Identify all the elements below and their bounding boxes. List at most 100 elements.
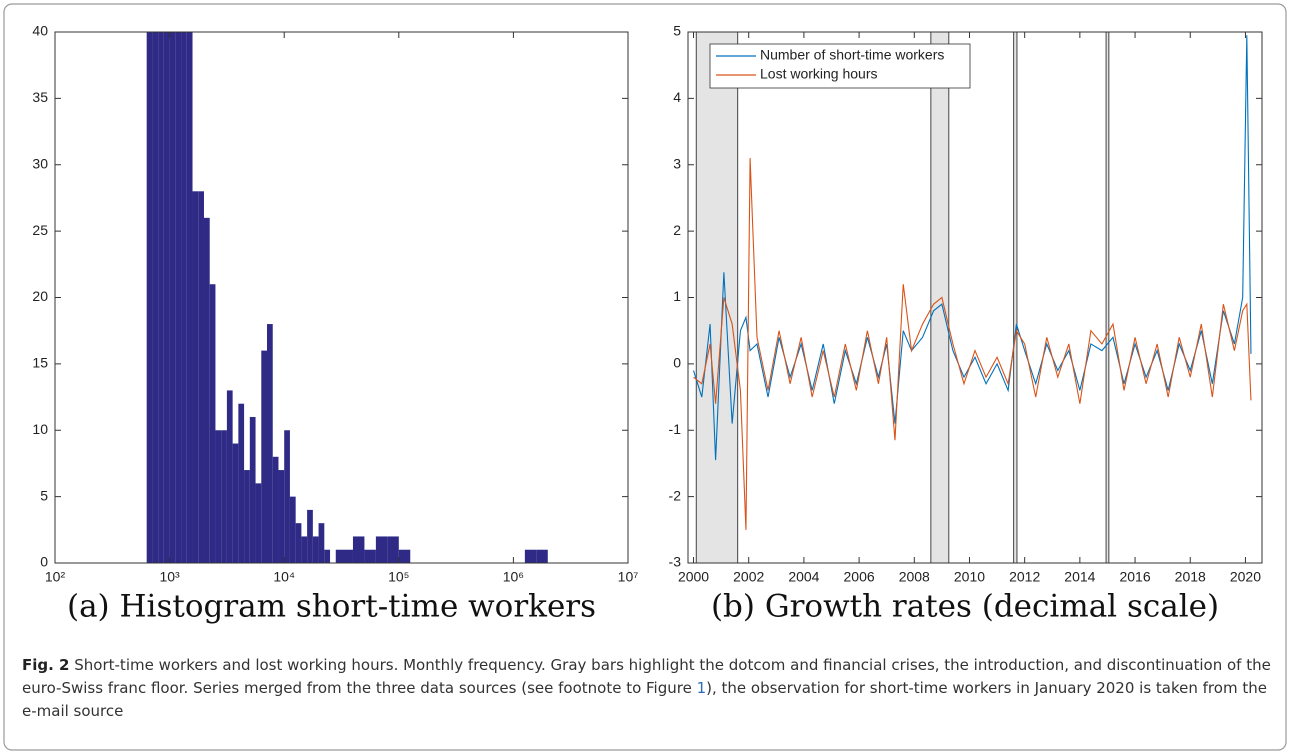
x-tick-label: 2002 bbox=[733, 569, 764, 585]
histogram-bar bbox=[375, 536, 388, 563]
x-tick-label: 10² bbox=[45, 569, 66, 585]
histogram-bar bbox=[192, 191, 199, 563]
shaded-region bbox=[930, 32, 950, 563]
y-tick-label: 25 bbox=[32, 222, 48, 238]
y-tick-label: 40 bbox=[32, 23, 48, 39]
x-tick-label: 2008 bbox=[899, 569, 930, 585]
axes-box bbox=[54, 31, 629, 564]
x-tick-label: 10⁷ bbox=[618, 569, 639, 585]
figure-caption: Fig. 2 Short-time workers and lost worki… bbox=[22, 654, 1272, 723]
x-tick-label: 10⁵ bbox=[388, 569, 409, 585]
x-tick-label: 10⁶ bbox=[503, 569, 524, 585]
y-tick-label: 4 bbox=[673, 89, 681, 105]
histogram-bar bbox=[163, 32, 170, 563]
x-tick-label: 10³ bbox=[159, 569, 180, 585]
x-tick-label: 2016 bbox=[1119, 569, 1150, 585]
histogram-bar bbox=[209, 284, 216, 563]
histogram-bar bbox=[324, 549, 331, 563]
histogram-bar bbox=[307, 509, 313, 563]
histogram-bar bbox=[261, 350, 268, 563]
subcaption: (b) Growth rates (decimal scale) bbox=[711, 589, 1219, 625]
histogram-bar bbox=[215, 430, 222, 563]
histogram-bar bbox=[238, 403, 245, 563]
x-tick-label: 2006 bbox=[844, 569, 875, 585]
histogram-bar bbox=[387, 536, 399, 563]
histogram-bar bbox=[146, 32, 153, 563]
series-line bbox=[693, 158, 1252, 530]
series-line bbox=[692, 35, 1252, 461]
y-tick-label: 5 bbox=[673, 23, 681, 39]
histogram-bar bbox=[335, 549, 342, 563]
histogram-bar bbox=[255, 483, 262, 563]
y-tick-label: 5 bbox=[40, 487, 48, 503]
y-tick-label: 0 bbox=[673, 355, 681, 371]
y-tick-label: 1 bbox=[673, 288, 681, 304]
histogram-bar bbox=[318, 523, 325, 563]
chart: 10² 10³ 10⁴ 10⁵ 10⁶ 10⁷ 0 5 10 15 20 25 30 35 40 (a) Hi… bbox=[32, 23, 639, 625]
x-tick-label: 2004 bbox=[788, 569, 819, 585]
histogram-bar bbox=[278, 470, 285, 563]
histogram-bar bbox=[186, 32, 193, 563]
histogram-bar bbox=[289, 496, 296, 563]
x-tick-label: 2010 bbox=[954, 569, 985, 585]
histogram-bar bbox=[301, 536, 308, 563]
caption-link[interactable]: 1 bbox=[696, 679, 707, 697]
x-tick-label: 10⁴ bbox=[273, 569, 295, 585]
caption-text: ), the observation for short-time worker… bbox=[22, 679, 1267, 720]
histogram-bar bbox=[181, 32, 187, 563]
x-tick-label: 2020 bbox=[1230, 569, 1261, 585]
y-tick-label: 30 bbox=[32, 155, 48, 171]
histogram-bar bbox=[341, 549, 353, 563]
histogram-bar bbox=[272, 456, 279, 563]
histogram-bar bbox=[398, 549, 411, 563]
x-tick-label: 2014 bbox=[1064, 569, 1095, 585]
histogram-bar bbox=[221, 430, 227, 563]
y-tick-label: 10 bbox=[32, 421, 48, 437]
axes-box bbox=[687, 31, 1263, 564]
histogram-bar bbox=[267, 324, 273, 563]
y-tick-label: 20 bbox=[32, 288, 48, 304]
histogram-bar bbox=[198, 191, 204, 563]
histogram-bar bbox=[175, 32, 182, 563]
shaded-region bbox=[1105, 32, 1110, 563]
shaded-region bbox=[695, 32, 739, 563]
y-tick-label: 3 bbox=[673, 155, 681, 171]
histogram-bar bbox=[232, 443, 239, 563]
caption-label: Fig. 2 bbox=[22, 656, 70, 674]
plot-area bbox=[692, 32, 1252, 563]
y-tick-label: -2 bbox=[669, 487, 682, 503]
histogram-bar bbox=[169, 32, 176, 563]
shaded-region bbox=[1013, 32, 1018, 563]
histogram-bar bbox=[352, 536, 365, 563]
y-tick-label: 35 bbox=[32, 89, 48, 105]
histogram-bar bbox=[364, 549, 376, 563]
x-tick-label: 2018 bbox=[1175, 569, 1206, 585]
y-tick-label: -1 bbox=[669, 421, 682, 437]
y-tick-label: 0 bbox=[40, 554, 48, 570]
histogram-bar bbox=[312, 536, 319, 563]
y-tick-label: -3 bbox=[669, 554, 682, 570]
x-tick-label: 2012 bbox=[1009, 569, 1040, 585]
histogram-bar bbox=[226, 390, 233, 563]
histogram-bar bbox=[536, 549, 548, 563]
legend-label: Number of short-time workers bbox=[760, 47, 944, 63]
plot-area bbox=[146, 32, 548, 563]
histogram-bar bbox=[152, 32, 159, 563]
x-tick-label: 2000 bbox=[678, 569, 709, 585]
histogram-bar bbox=[524, 549, 537, 563]
y-tick-label: 2 bbox=[673, 222, 681, 238]
histogram-bar bbox=[203, 217, 210, 563]
frame bbox=[3, 3, 1287, 751]
histogram-bar bbox=[244, 470, 250, 563]
histogram-bar bbox=[295, 523, 302, 563]
caption-text: Short-time workers and lost working hour… bbox=[22, 656, 1271, 697]
chart: Number of short-time workers Lost working… bbox=[669, 23, 1263, 625]
histogram-bar bbox=[284, 430, 290, 563]
histogram-bar bbox=[249, 416, 256, 563]
legend-box bbox=[709, 43, 971, 89]
subcaption: (a) Histogram short-time workers bbox=[67, 589, 596, 625]
histogram-bar bbox=[158, 32, 164, 563]
legend-label: Lost working hours bbox=[760, 66, 878, 82]
